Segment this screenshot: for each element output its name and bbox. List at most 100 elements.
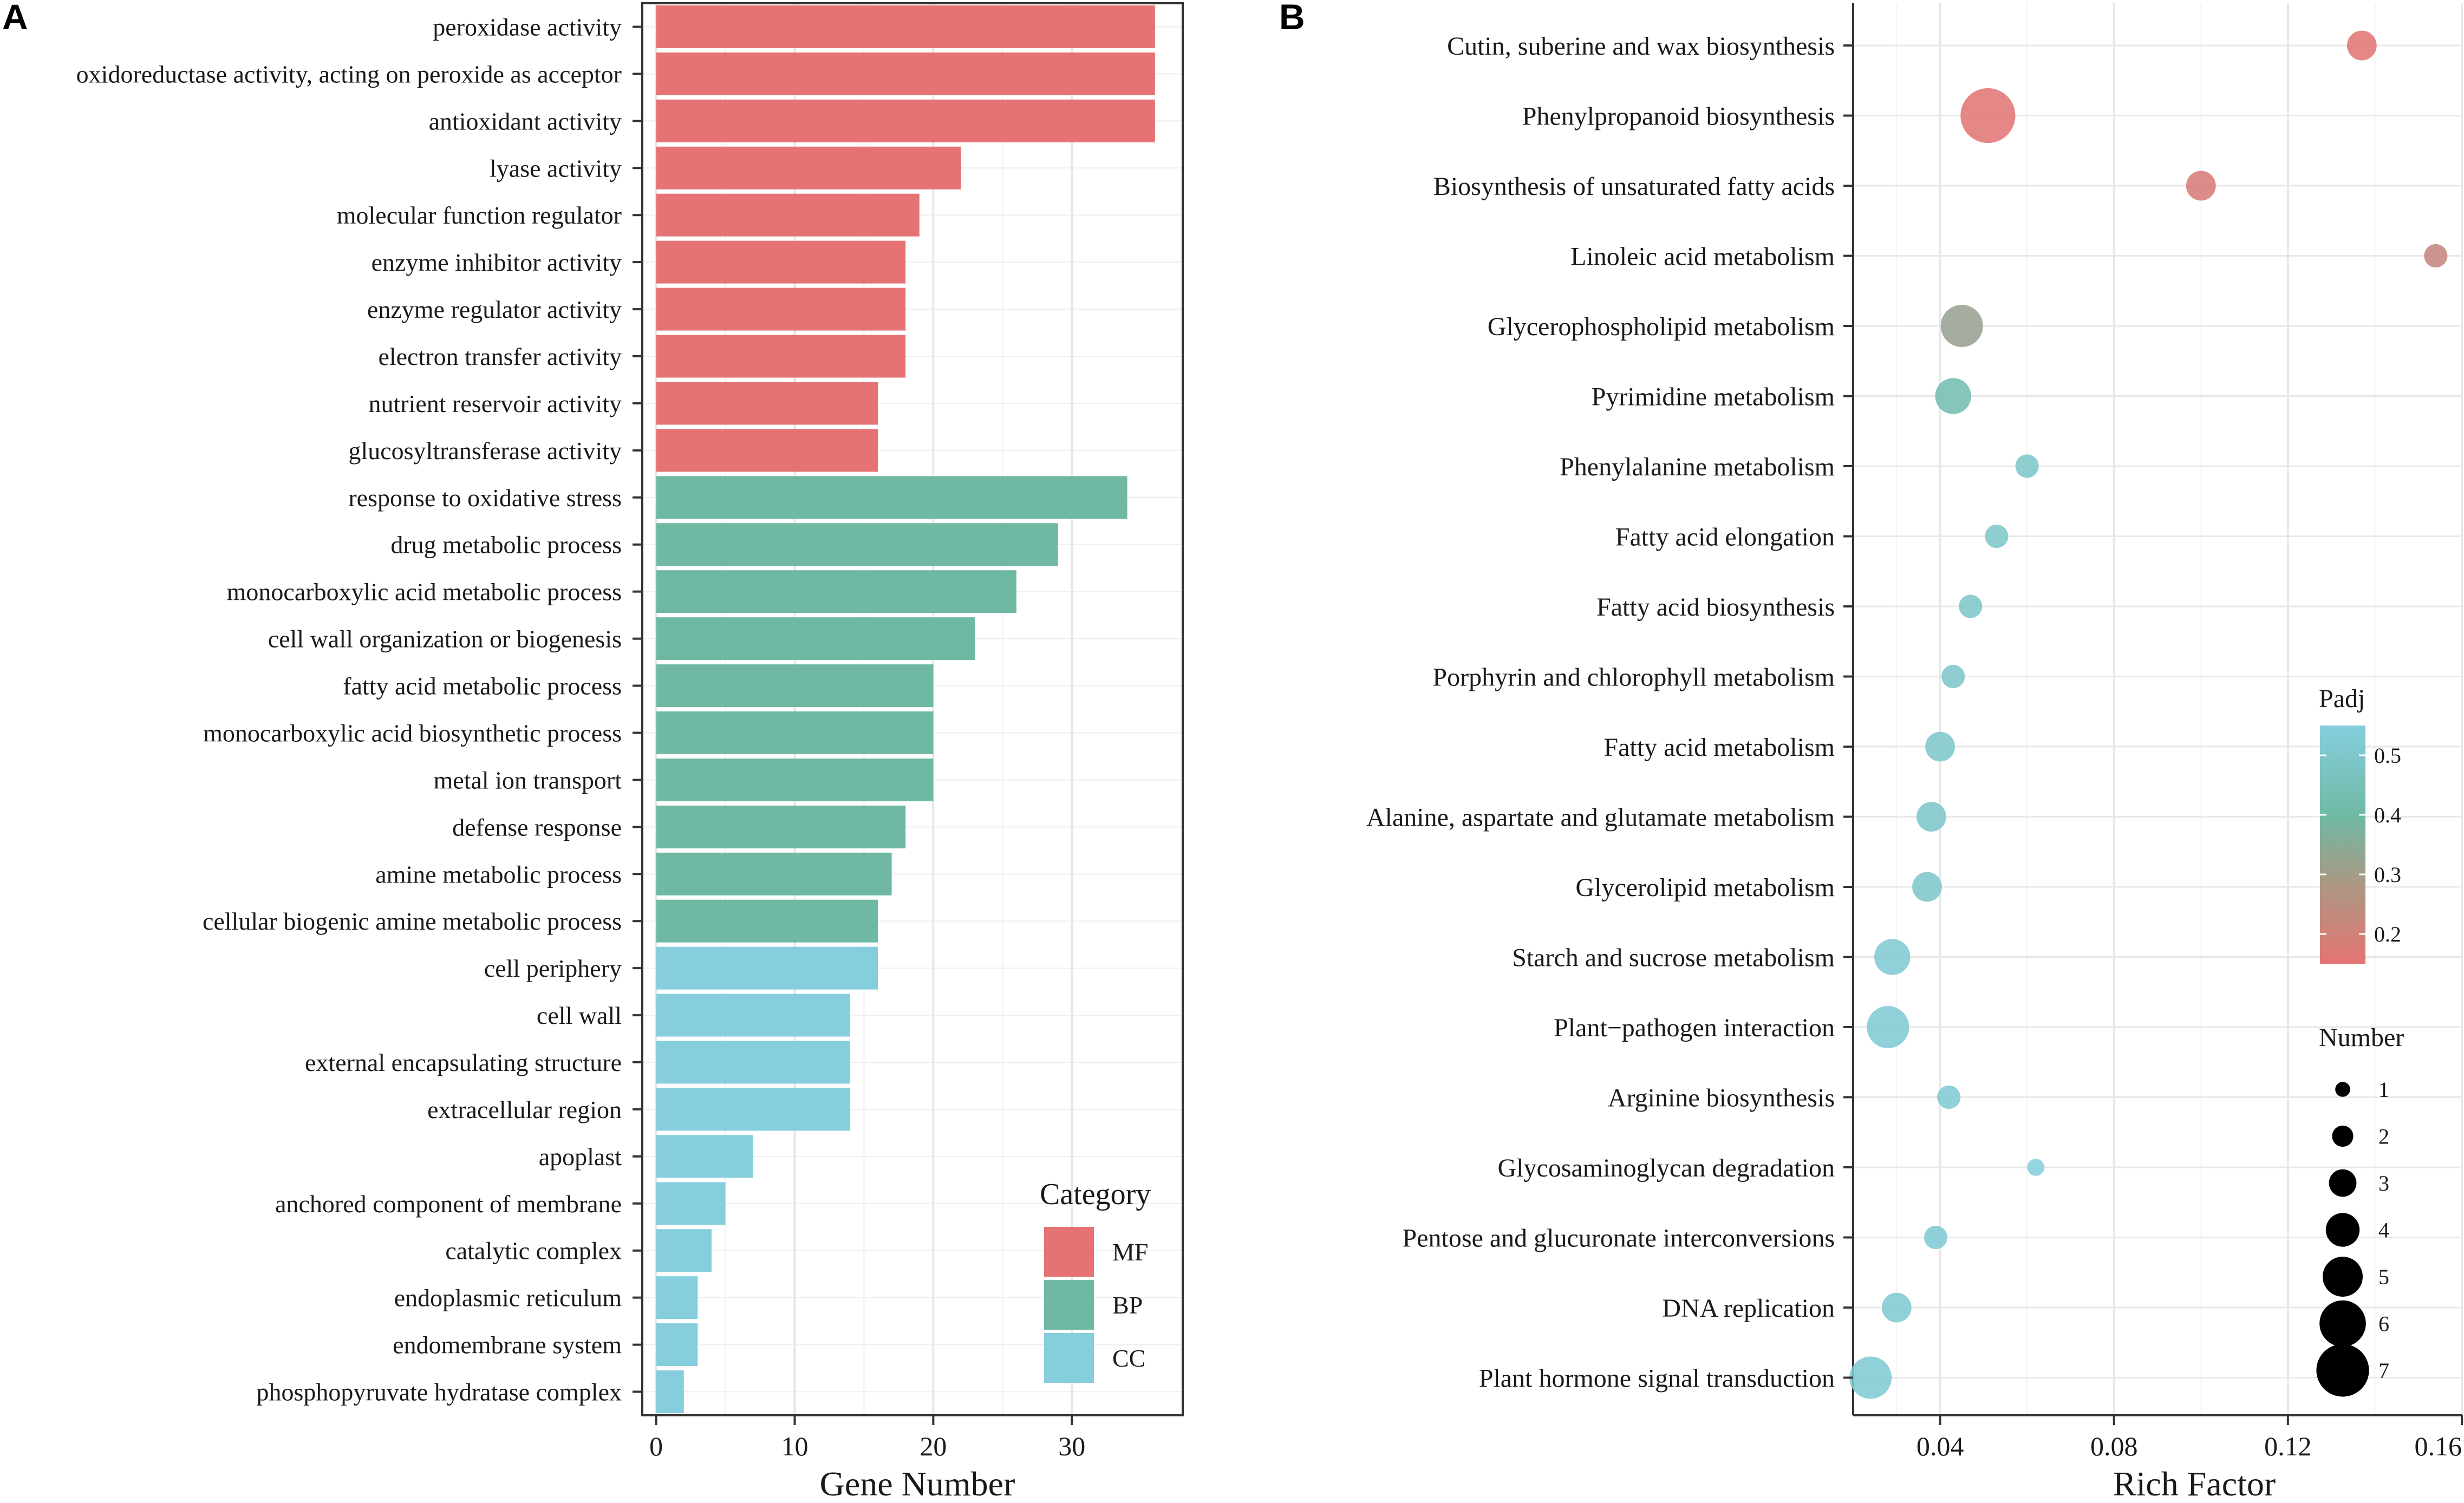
bar	[656, 146, 961, 189]
bar	[656, 994, 850, 1037]
bar	[656, 805, 906, 848]
panel-label-a: A	[2, 0, 28, 37]
bar-category-label: response to oxidative stress	[348, 484, 622, 512]
number-legend-dot	[2316, 1344, 2369, 1397]
bar	[656, 382, 878, 425]
legend-swatch-cc	[1044, 1333, 1094, 1383]
bar	[656, 852, 892, 896]
legend-label-cc: CC	[1112, 1344, 1145, 1372]
number-legend-label: 1	[2378, 1077, 2389, 1102]
bar-category-label: external encapsulating structure	[305, 1049, 622, 1076]
bar	[656, 1323, 698, 1367]
bar-category-label: fatty acid metabolic process	[343, 672, 622, 700]
bar-x-tick-label: 30	[1058, 1431, 1085, 1461]
number-legend-dot	[2323, 1257, 2363, 1297]
bubble-term-label: Phenylpropanoid biosynthesis	[1522, 102, 1835, 131]
padj-tick-label: 0.3	[2374, 862, 2401, 887]
bubble-term-label: Cutin, suberine and wax biosynthesis	[1447, 32, 1835, 61]
bar-x-tick-label: 0	[649, 1431, 663, 1461]
bubble-point	[2346, 30, 2377, 61]
bubble-point	[1940, 305, 1983, 347]
bar	[656, 523, 1058, 566]
number-legend-dot	[2319, 1300, 2366, 1347]
bubble-term-label: Linoleic acid metabolism	[1570, 243, 1835, 271]
legend-label-mf: MF	[1112, 1238, 1148, 1266]
number-legend-dot	[2329, 1169, 2357, 1197]
bubble-chart-points	[1849, 30, 2448, 1399]
bar	[656, 664, 934, 707]
bar	[656, 899, 878, 943]
bar-category-label: anchored component of membrane	[275, 1190, 622, 1218]
bubble-chart-x-axis-title: Rich Factor	[2113, 1465, 2276, 1503]
bubble-term-label: Fatty acid metabolism	[1603, 733, 1835, 762]
bar	[656, 1041, 850, 1084]
bar-category-label: drug metabolic process	[390, 531, 622, 559]
bubble-term-label: Alanine, aspartate and glutamate metabol…	[1366, 803, 1835, 832]
number-legend-title: Number	[2319, 1023, 2404, 1052]
bubble-x-tick-label: 0.04	[1917, 1431, 1964, 1461]
bar	[656, 570, 1016, 613]
bar	[656, 1370, 684, 1413]
bar-plot-area	[642, 3, 1183, 1415]
bar	[656, 429, 878, 472]
bar-chart-bars	[656, 5, 1155, 1413]
category-legend: Category MF BP CC	[1040, 1178, 1151, 1383]
bubble-point	[1849, 1356, 1892, 1399]
bar	[656, 758, 934, 801]
bubble-plot-area	[1853, 3, 2462, 1415]
bar	[656, 1135, 753, 1178]
bar-chart-x-ticks: 0 10 20 30	[649, 1415, 1085, 1461]
bar	[656, 476, 1127, 519]
number-legend-dot	[2332, 1125, 2354, 1147]
bar-category-label: enzyme inhibitor activity	[371, 249, 622, 276]
bubble-term-label: Porphyrin and chlorophyll metabolism	[1432, 663, 1835, 692]
bar	[656, 193, 920, 237]
bar	[656, 5, 1155, 48]
bubble-point	[1941, 664, 1965, 689]
number-legend-label: 2	[2378, 1125, 2389, 1149]
bar-category-label: lyase activity	[490, 154, 622, 182]
bar-chart-x-axis-title: Gene Number	[820, 1465, 1015, 1503]
bar	[656, 1276, 698, 1319]
bar-category-label: antioxidant activity	[429, 107, 622, 135]
bar-category-label: endoplasmic reticulum	[394, 1284, 622, 1312]
bar	[656, 946, 878, 990]
bubble-point	[2027, 1159, 2044, 1176]
bar-category-label: defense response	[452, 813, 622, 841]
bar-category-label: nutrient reservoir activity	[368, 390, 622, 417]
number-legend-label: 5	[2378, 1265, 2389, 1289]
bar-category-label: cell periphery	[484, 955, 622, 982]
go-bar-chart: peroxidase activity oxidoreductase activi…	[76, 2, 1184, 1503]
bar-plot-border	[641, 2, 1184, 1416]
bar-chart-category-labels: peroxidase activity oxidoreductase activi…	[76, 13, 642, 1406]
bar-category-label: glucosyltransferase activity	[348, 437, 622, 465]
bar-category-label: apoplast	[539, 1143, 622, 1171]
bubble-x-tick-label: 0.16	[2415, 1431, 2462, 1461]
bar-category-label: endomembrane system	[393, 1331, 622, 1359]
bar	[656, 711, 934, 754]
bubble-point	[1867, 1006, 1909, 1048]
padj-tick-label: 0.4	[2374, 803, 2401, 827]
bubble-chart-x-ticks: 0.04 0.08 0.12 0.16	[1917, 1415, 2463, 1461]
bar-category-label: cell wall	[537, 1002, 622, 1029]
legend-swatch-mf	[1044, 1227, 1094, 1277]
padj-tick-label: 0.2	[2374, 922, 2401, 946]
bubble-term-label: DNA replication	[1662, 1294, 1835, 1323]
bubble-point	[1925, 731, 1955, 762]
bar-category-label: oxidoreductase activity, acting on perox…	[76, 60, 622, 88]
bar-category-label: molecular function regulator	[337, 201, 622, 229]
bubble-term-label: Fatty acid elongation	[1615, 523, 1835, 552]
number-legend-dot	[2325, 1213, 2360, 1247]
number-legend-label: 3	[2378, 1171, 2389, 1195]
bar	[656, 335, 906, 378]
bubble-term-label: Plant−pathogen interaction	[1554, 1014, 1835, 1042]
bar	[656, 1182, 726, 1225]
bubble-term-label: Glycerolipid metabolism	[1575, 873, 1835, 902]
bar	[656, 1229, 712, 1272]
bubble-point	[1959, 594, 1983, 618]
category-legend-title: Category	[1040, 1178, 1151, 1211]
bar-category-label: cell wall organization or biogenesis	[268, 625, 622, 653]
number-legend-label: 7	[2378, 1358, 2389, 1383]
legend-label-bp: BP	[1112, 1291, 1143, 1319]
